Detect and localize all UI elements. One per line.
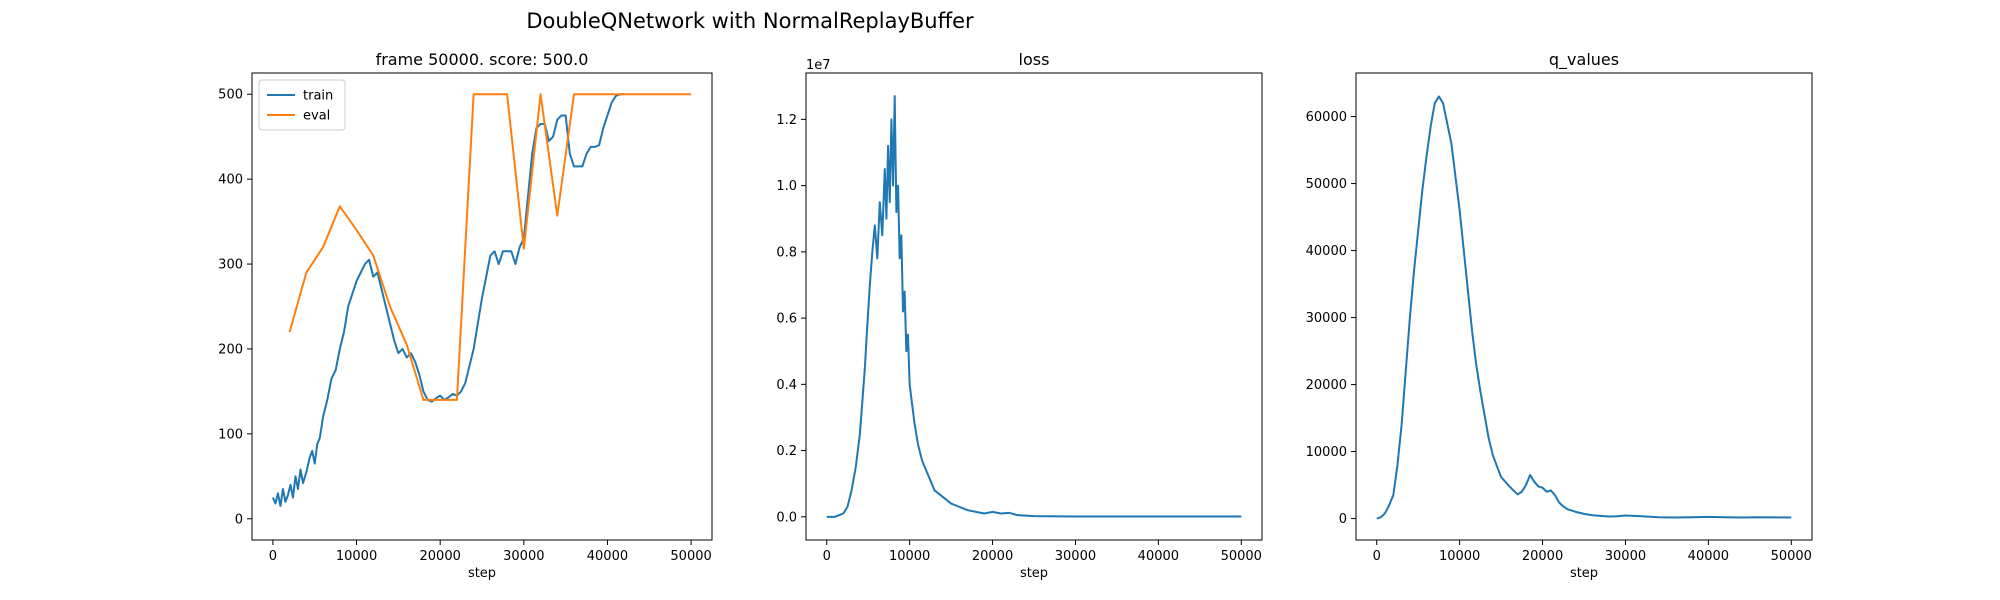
score-x-tick-label: 0 bbox=[269, 549, 277, 564]
loss-x-tick-label: 40000 bbox=[1138, 549, 1179, 564]
loss-chart: loss 0 10000 20000 30000 40000 50000 0.0 0.2 0.4 0… bbox=[776, 50, 1263, 581]
q-values-y-tick-label: 30000 bbox=[1306, 311, 1347, 326]
score-x-tick-label: 10000 bbox=[336, 549, 377, 564]
score-x-axis-label: step bbox=[468, 566, 496, 581]
q-values-y-tick-label: 50000 bbox=[1306, 177, 1347, 192]
score-y-tick-label: 100 bbox=[218, 427, 243, 442]
loss-y-tick-label: 0.6 bbox=[776, 312, 797, 327]
q-values-y-tick-label: 0 bbox=[1339, 512, 1347, 527]
figure-suptitle: DoubleQNetwork with NormalReplayBuffer bbox=[526, 9, 974, 33]
q-values-axes-frame bbox=[1355, 72, 1813, 541]
score-legend bbox=[258, 79, 346, 131]
loss-axes-frame bbox=[805, 72, 1263, 541]
q-values-y-tick-label: 20000 bbox=[1306, 378, 1347, 393]
score-legend-label-train: train bbox=[303, 89, 333, 104]
loss-x-tick-label: 20000 bbox=[972, 549, 1013, 564]
loss-y-tick-label: 0.2 bbox=[776, 444, 797, 459]
score-x-tick-label: 20000 bbox=[420, 549, 461, 564]
loss-series-line bbox=[826, 95, 1242, 518]
loss-y-tick-label: 0.8 bbox=[776, 245, 797, 260]
q-values-title: q_values bbox=[1549, 50, 1619, 70]
q-values-x-tick-label: 0 bbox=[1373, 549, 1381, 564]
loss-y-tick-label: 1.0 bbox=[776, 179, 797, 194]
loss-x-tick-label: 50000 bbox=[1221, 549, 1262, 564]
loss-offset-text: 1e7 bbox=[806, 58, 831, 73]
loss-title: loss bbox=[1019, 50, 1050, 69]
score-series-eval bbox=[288, 93, 692, 401]
q-values-x-tick-label: 40000 bbox=[1688, 549, 1729, 564]
score-x-tick-label: 40000 bbox=[587, 549, 628, 564]
score-title: frame 50000. score: 500.0 bbox=[376, 50, 589, 69]
q-values-x-axis-label: step bbox=[1570, 566, 1598, 581]
loss-x-axis-label: step bbox=[1020, 566, 1048, 581]
loss-x-tick-label: 0 bbox=[823, 549, 831, 564]
score-chart: frame 50000. score: 500.00 10000 20000 3000… bbox=[218, 50, 713, 581]
score-y-tick-label: 300 bbox=[218, 258, 243, 273]
score-x-tick-label: 30000 bbox=[503, 549, 544, 564]
score-x-tick-label: 50000 bbox=[670, 549, 711, 564]
loss-y-tick-label: 0.4 bbox=[776, 378, 797, 393]
q-values-x-tick-label: 30000 bbox=[1605, 549, 1646, 564]
score-y-tick-label: 400 bbox=[218, 173, 243, 188]
loss-x-tick-label: 10000 bbox=[889, 549, 930, 564]
q-values-series-line bbox=[1376, 95, 1792, 520]
score-y-tick-label: 0 bbox=[235, 512, 243, 527]
score-y-tick-label: 500 bbox=[218, 88, 243, 103]
q-values-y-tick-label: 60000 bbox=[1306, 110, 1347, 125]
score-axes-frame bbox=[251, 72, 713, 541]
score-legend-label-eval: eval bbox=[303, 109, 330, 124]
q-values-x-tick-label: 20000 bbox=[1522, 549, 1563, 564]
q-values-x-tick-label: 10000 bbox=[1439, 549, 1480, 564]
loss-y-tick-label: 1.2 bbox=[776, 113, 797, 128]
loss-y-tick-label: 0.0 bbox=[776, 510, 797, 525]
score-y-tick-label: 200 bbox=[218, 342, 243, 357]
q-values-y-tick-label: 40000 bbox=[1306, 244, 1347, 259]
q-values-y-tick-label: 10000 bbox=[1306, 445, 1347, 460]
q-values-chart: q_values 0 10000 20000 30000 40000 50000 0 10000… bbox=[1306, 50, 1813, 581]
q-values-x-tick-label: 50000 bbox=[1771, 549, 1812, 564]
loss-x-tick-label: 30000 bbox=[1055, 549, 1096, 564]
